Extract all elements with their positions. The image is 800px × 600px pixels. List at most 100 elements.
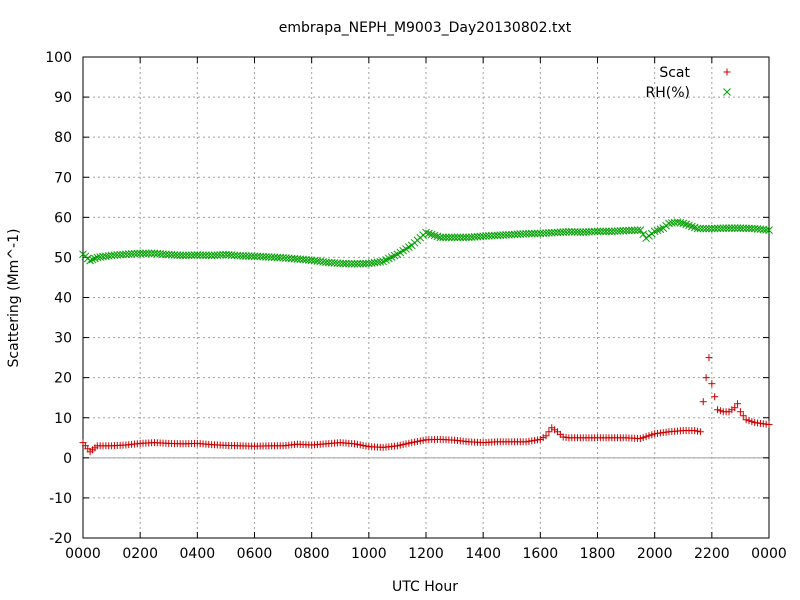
rh-point [513, 230, 522, 239]
rh-point [430, 231, 439, 240]
y-tick-label: 90 [54, 90, 72, 106]
x-tick-label: 0000 [65, 546, 101, 562]
rh-point [550, 228, 559, 237]
scat-point [405, 439, 413, 447]
rh-point [559, 228, 568, 236]
rh-point [602, 227, 610, 236]
rh-point [91, 254, 99, 263]
y-tick-label: 70 [54, 170, 72, 186]
rh-point [239, 252, 247, 260]
rh-point [176, 251, 185, 260]
scat-point [539, 434, 547, 442]
rh-point [445, 233, 453, 242]
rh-point [336, 259, 345, 268]
scat-point [642, 433, 650, 441]
rh-point [502, 231, 510, 239]
rh-point [679, 219, 688, 228]
rh-point [725, 224, 733, 233]
rh-point [147, 249, 156, 258]
rh-point [607, 227, 616, 236]
rh-point [682, 220, 690, 229]
rh-point [576, 228, 585, 236]
rh-point [585, 227, 593, 236]
scat-point [393, 442, 401, 450]
rh-point [693, 224, 702, 233]
rh-point [339, 259, 347, 268]
y-tick-label: -10 [49, 491, 72, 507]
rh-point [722, 224, 730, 233]
rh-point [619, 226, 628, 235]
rh-point [170, 251, 179, 259]
rh-point [687, 222, 696, 231]
rh-point [450, 233, 459, 242]
rh-point [207, 251, 216, 260]
rh-point [702, 224, 710, 233]
rh-point [264, 253, 273, 261]
rh-point [182, 251, 190, 260]
rh-point [456, 233, 465, 242]
rh-point [507, 230, 516, 239]
rh-point [267, 253, 276, 262]
rh-point [525, 229, 533, 238]
rh-point [579, 228, 588, 237]
x-tick-label: 1800 [580, 546, 616, 562]
rh-point [716, 224, 725, 233]
rh-point [570, 228, 579, 236]
rh-point [533, 229, 542, 238]
rh-point [739, 224, 748, 233]
rh-point [496, 231, 505, 240]
rh-point [705, 224, 713, 233]
rh-point [582, 228, 590, 236]
rh-point [587, 227, 596, 236]
y-axis-ticks: -20 -10 0 10 20 30 40 50 60 70 80 90 100 [45, 50, 769, 547]
rh-point [536, 229, 545, 238]
rh-point [442, 233, 450, 242]
rh-point [653, 226, 662, 235]
rh-point [453, 233, 462, 242]
y-tick-label: 10 [54, 411, 72, 427]
rh-point [344, 259, 353, 268]
rh-point [519, 230, 528, 238]
legend-marker-rh [723, 88, 731, 96]
y-axis-label: Scattering (Mm^-1) [6, 229, 22, 368]
rh-point [699, 224, 708, 233]
scat-point [708, 380, 716, 388]
scat-point [359, 441, 367, 449]
rh-point [136, 249, 145, 258]
rh-point [250, 252, 259, 261]
rh-point [236, 251, 245, 260]
rh-point [733, 224, 742, 233]
rh-point [273, 253, 282, 262]
rh-point [745, 224, 753, 233]
rh-point [539, 229, 548, 238]
rh-point [650, 227, 659, 236]
rh-point [179, 251, 187, 260]
x-axis-label: UTC Hour [392, 579, 458, 595]
rh-point [133, 249, 142, 258]
rh-point [627, 226, 636, 235]
rh-point [253, 252, 262, 261]
scat-point [716, 407, 724, 415]
rh-point [347, 259, 356, 268]
rh-point [359, 259, 367, 268]
rh-point [622, 226, 630, 235]
rh-point [142, 249, 150, 258]
scat-series [79, 354, 773, 456]
rh-point [616, 227, 625, 235]
scat-point [542, 432, 550, 440]
rh-point [459, 233, 468, 242]
rh-point [765, 226, 773, 235]
x-tick-label: 2200 [694, 546, 730, 562]
legend-label-rh: RH(%) [646, 85, 690, 101]
scat-point [711, 393, 719, 401]
rh-point [219, 250, 227, 259]
y-tick-label: 0 [63, 451, 72, 467]
rh-point [499, 231, 508, 239]
rh-point [262, 253, 270, 261]
rh-point [270, 253, 279, 262]
y-tick-label: 50 [54, 250, 72, 266]
rh-point [233, 251, 242, 260]
scat-point [714, 406, 722, 414]
rh-point [425, 229, 433, 238]
